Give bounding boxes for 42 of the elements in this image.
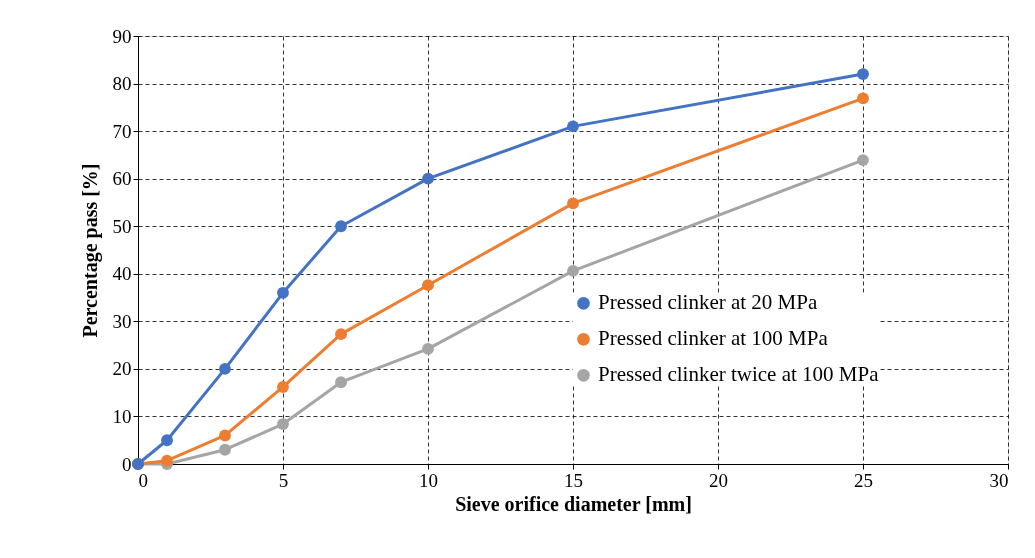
point [567,120,579,133]
legend-label: Pressed clinker at 20 MPa [598,290,818,315]
point [219,443,231,456]
point [567,197,579,210]
x-tick-label: 30 [989,469,1009,491]
point [422,343,434,355]
point [161,454,173,467]
point [335,220,347,233]
point [335,376,347,389]
y-tick-label: 50 [112,215,132,237]
point [277,286,289,299]
x-tick-label: 5 [278,469,289,491]
point [422,279,434,292]
x-tick-label: 25 [854,469,873,491]
point [219,362,231,375]
x-tick-label: 15 [564,469,583,491]
x-tick-label: 20 [709,469,728,491]
x-tick-label: 0 [138,469,148,491]
y-tick-label: 80 [112,73,132,95]
point [857,92,869,105]
y-tick-label: 90 [112,25,132,47]
x-tick-label: 10 [419,469,438,491]
legend-label: Pressed clinker twice at 100 MPa [598,362,880,387]
point [335,328,347,341]
y-axis-title: Percentage pass [%] [78,163,102,338]
y-tick-label: 10 [112,405,132,427]
y-tick-label: 0 [122,453,132,475]
point [422,172,434,185]
y-tick-label: 60 [112,168,132,190]
y-tick-label: 70 [112,120,132,142]
point [219,429,231,442]
point [567,265,579,277]
point [857,68,869,80]
point [277,381,289,393]
point [277,418,289,430]
legend-label: Pressed clinker at 100 MPa [598,326,829,351]
point [857,154,869,167]
x-axis-title: Sieve orifice diameter [mm] [455,492,692,515]
y-tick-label: 40 [112,263,132,285]
y-tick-label: 30 [112,310,132,332]
y-tick-label: 20 [112,358,132,380]
point [161,434,173,447]
